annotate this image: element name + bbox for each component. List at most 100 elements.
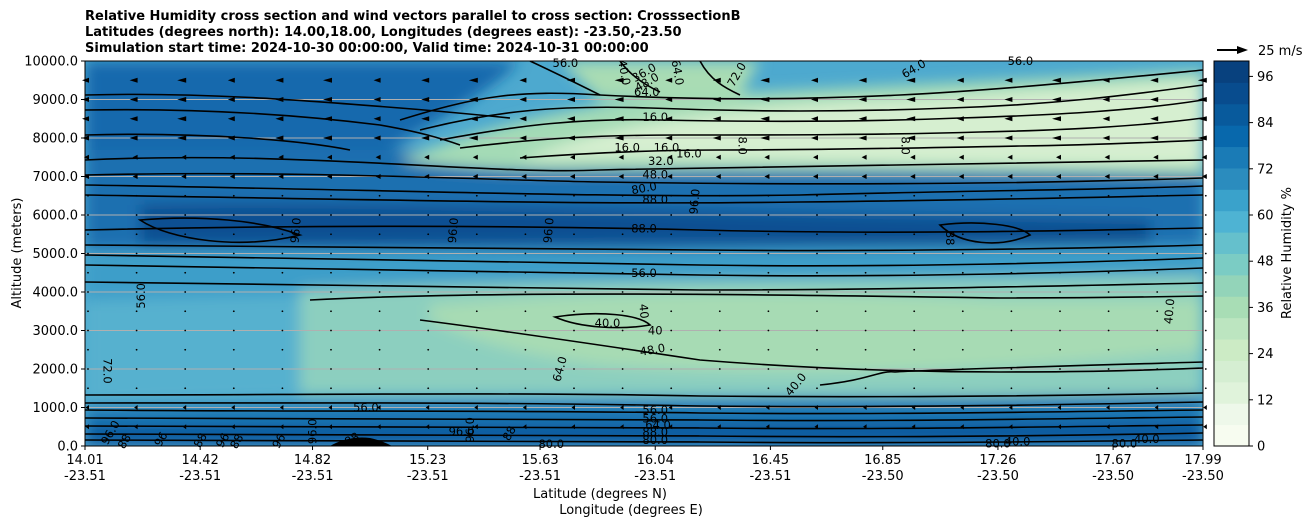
wind-arrow-icon	[956, 97, 964, 102]
wind-arrow-icon	[665, 77, 673, 83]
wind-arrow-icon	[227, 135, 235, 141]
wind-arrow-icon	[1197, 135, 1207, 141]
colorbar-band	[1214, 61, 1249, 83]
wind-arrow-icon	[1153, 154, 1159, 160]
wind-arrow-icon	[427, 310, 430, 313]
wind-arrow-icon	[524, 329, 527, 332]
wind-arrow-icon	[129, 135, 138, 141]
wind-arrow-icon	[1107, 252, 1110, 255]
wind-arrow-icon	[1204, 368, 1207, 370]
wind-arrow-icon	[323, 77, 332, 83]
wind-arrow-icon	[330, 252, 332, 255]
y-tick-label: 6000.0	[33, 209, 79, 224]
wind-arrow-icon	[1104, 154, 1110, 160]
wind-arrow-icon	[1102, 77, 1110, 83]
wind-arrow-icon	[760, 77, 770, 83]
wind-arrow-icon	[1150, 116, 1159, 122]
wind-arrow-icon	[767, 233, 770, 236]
wind-arrow-icon	[573, 368, 575, 370]
colorbar-band	[1214, 253, 1249, 276]
wind-arrow-icon	[1059, 214, 1061, 216]
contour-label: 16.0	[614, 141, 640, 155]
wind-arrow-icon	[229, 154, 235, 160]
wind-arrow-icon	[760, 116, 770, 122]
wind-arrow-icon	[87, 194, 89, 197]
wind-arrow-icon	[1107, 348, 1110, 351]
x-tick-label-lat: 14.42	[182, 453, 219, 468]
wind-arrow-icon	[1059, 368, 1061, 370]
wind-arrow-icon	[375, 174, 381, 179]
wind-arrow-icon	[519, 116, 527, 122]
wind-arrow-icon	[764, 154, 770, 160]
wind-arrow-icon	[767, 252, 770, 255]
wind-arrow-icon	[765, 405, 770, 410]
wind-arrow-icon	[864, 194, 867, 197]
wind-arrow-icon	[1201, 154, 1207, 160]
wind-arrow-icon	[281, 348, 284, 351]
x-tick-label-lon: -23.51	[749, 469, 791, 484]
y-tick-label: 5000.0	[33, 247, 79, 262]
wind-arrow-icon	[816, 310, 818, 313]
wind-arrow-icon	[712, 97, 721, 102]
wind-arrow-icon	[813, 154, 818, 160]
wind-arrow-icon	[717, 405, 721, 410]
x-tick-label-lat: 15.23	[409, 453, 446, 468]
wind-arrow-icon	[177, 97, 187, 102]
wind-arrow-icon	[668, 405, 673, 410]
wind-arrow-icon	[275, 97, 284, 102]
wind-arrow-icon	[232, 291, 235, 293]
wind-arrow-icon	[665, 97, 673, 102]
wind-arrow-icon	[132, 154, 138, 160]
contour-label: 88	[943, 231, 957, 246]
wind-arrow-icon	[177, 77, 187, 83]
wind-arrow-icon	[378, 291, 381, 293]
wind-arrow-icon	[475, 252, 478, 255]
wind-arrow-icon	[373, 97, 381, 102]
y-tick-label: 10000.0	[24, 55, 78, 70]
wind-arrow-icon	[811, 135, 818, 141]
wind-arrow-icon	[281, 233, 284, 236]
contour-label: 88	[227, 432, 246, 452]
wind-arrow-icon	[1052, 135, 1061, 141]
wind-arrow-icon	[227, 97, 235, 102]
colorbar-band	[1214, 189, 1249, 212]
wind-arrow-icon	[227, 77, 235, 83]
wind-arrow-icon	[958, 174, 964, 179]
wind-arrow-icon	[135, 194, 138, 197]
wind-arrow-icon	[377, 405, 381, 410]
wind-arrow-icon	[281, 214, 284, 216]
quiver-key-label: 25 m/s	[1258, 44, 1303, 59]
colorbar-band	[1214, 424, 1249, 447]
x-tick-label-lon: -23.50	[1182, 469, 1224, 484]
colorbar: 0 12 24 36 48 60 72 84 96 Relative Humidity %	[1213, 60, 1295, 455]
contour-label: 80.0	[630, 179, 658, 197]
wind-arrow-icon	[281, 271, 284, 274]
wind-arrow-icon	[767, 214, 770, 216]
wind-arrow-icon	[961, 387, 964, 390]
wind-arrow-icon	[232, 214, 235, 216]
wind-arrow-icon	[135, 252, 138, 255]
wind-arrow-icon	[129, 97, 138, 102]
wind-arrow-icon	[1052, 116, 1061, 122]
contour-label: 56.0	[642, 411, 668, 425]
wind-arrow-icon	[621, 252, 624, 255]
contour-label: 56.0	[553, 56, 579, 70]
contour-label: 96.0	[463, 417, 477, 443]
wind-arrow-icon	[614, 116, 624, 122]
wind-arrow-icon	[1102, 135, 1110, 141]
wind-arrow-icon	[330, 271, 332, 274]
wind-arrow-icon	[323, 116, 332, 122]
wind-arrow-icon	[1010, 348, 1013, 351]
wind-arrow-icon	[718, 233, 721, 236]
wind-arrow-icon	[811, 97, 818, 102]
wind-arrow-icon	[960, 424, 964, 430]
wind-arrow-icon	[913, 348, 916, 351]
wind-arrow-icon	[328, 424, 332, 430]
wind-arrow-icon	[475, 271, 478, 274]
wind-arrow-icon	[1197, 77, 1207, 83]
wind-arrow-icon	[377, 424, 381, 430]
wind-arrow-icon	[184, 348, 187, 351]
wind-arrow-icon	[718, 310, 721, 313]
